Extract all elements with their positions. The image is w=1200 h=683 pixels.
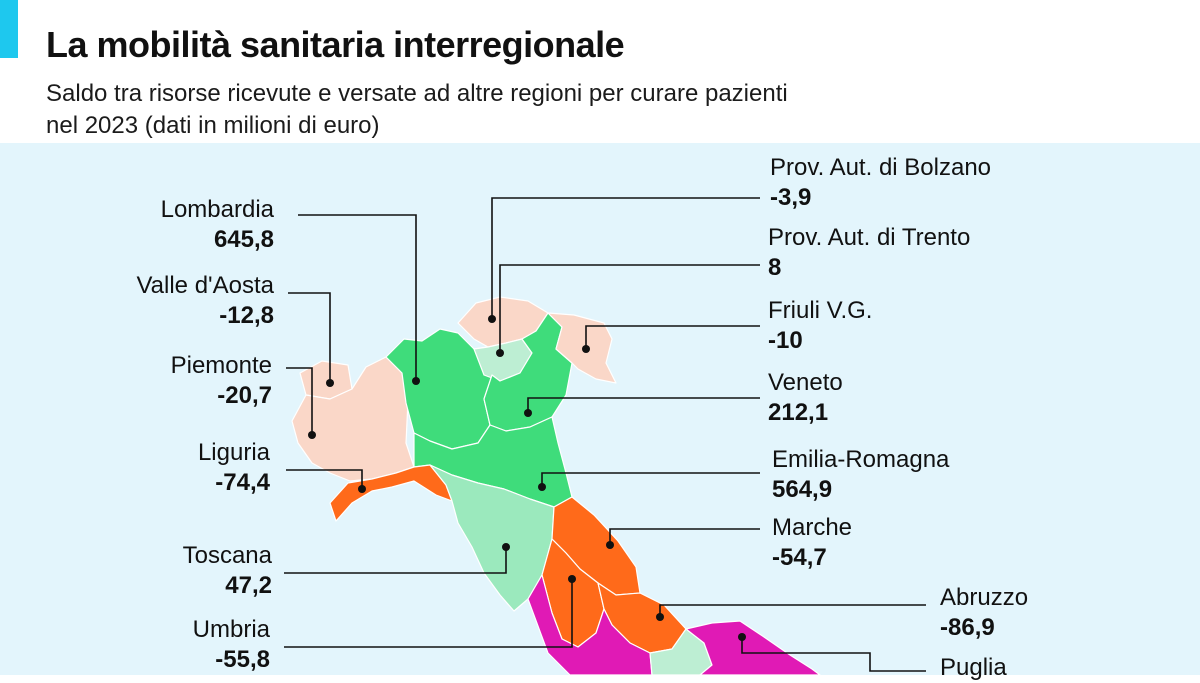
label-friuli: Friuli V.G. -10: [768, 297, 873, 354]
dot-puglia: [738, 633, 746, 641]
dot-abruzzo: [656, 613, 664, 621]
label-piemonte: Piemonte -20,7: [170, 352, 272, 409]
leader-marche: [609, 528, 760, 545]
leader-piemonte: [286, 367, 313, 435]
label-puglia: Puglia: [940, 654, 1007, 681]
label-toscana: Toscana 47,2: [182, 542, 272, 599]
label-liguria: Liguria -74,4: [197, 439, 270, 496]
label-emilia: Emilia-Romagna 564,9: [772, 446, 950, 503]
map-area: Lombardia 645,8 Valle d'Aosta -12,8 Piem…: [0, 143, 1200, 681]
region-puglia: [685, 620, 821, 675]
leader-trento: [499, 264, 760, 353]
leader-lombardia: [298, 214, 417, 381]
label-valle-aosta: Valle d'Aosta -12,8: [136, 272, 274, 329]
dot-piemonte: [308, 431, 316, 439]
dot-emilia: [538, 483, 546, 491]
dot-lombardia: [412, 377, 420, 385]
italy-map: [0, 143, 1200, 675]
dot-liguria: [358, 485, 366, 493]
label-lombardia: Lombardia 645,8: [160, 196, 274, 253]
leader-lines: [284, 197, 926, 672]
leader-veneto: [527, 397, 760, 413]
accent-bar: [0, 0, 18, 58]
label-trento: Prov. Aut. di Trento 8: [768, 224, 971, 281]
leader-valle-aosta: [288, 292, 331, 383]
subtitle-line-1: Saldo tra risorse ricevute e versate ad …: [46, 80, 788, 107]
leader-liguria: [286, 469, 363, 489]
leader-dots: [308, 315, 746, 641]
region-lazio: [527, 574, 653, 675]
dot-trento: [496, 349, 504, 357]
dot-toscana: [502, 543, 510, 551]
dot-bolzano: [488, 315, 496, 323]
page-title: La mobilità sanitaria interregionale: [46, 24, 625, 65]
subtitle-line-2: nel 2023 (dati in milioni di euro): [46, 112, 380, 139]
label-bolzano: Prov. Aut. di Bolzano -3,9: [770, 154, 992, 211]
page-subtitle: Saldo tra risorse ricevute e versate ad …: [46, 78, 1046, 142]
leader-umbria: [284, 579, 573, 648]
label-marche: Marche -54,7: [772, 514, 853, 571]
dot-veneto: [524, 409, 532, 417]
dot-marche: [606, 541, 614, 549]
leader-bolzano: [491, 197, 760, 319]
label-veneto: Veneto 212,1: [768, 369, 843, 426]
dot-umbria: [568, 575, 576, 583]
dot-valle-aosta: [326, 379, 334, 387]
leader-friuli: [585, 325, 760, 349]
label-umbria: Umbria -55,8: [192, 616, 270, 673]
dot-friuli: [582, 345, 590, 353]
region-friuli: [547, 312, 617, 384]
leader-puglia: [741, 637, 926, 672]
label-abruzzo: Abruzzo -86,9: [940, 584, 1029, 641]
leader-toscana: [284, 547, 507, 574]
leader-emilia: [541, 472, 760, 487]
